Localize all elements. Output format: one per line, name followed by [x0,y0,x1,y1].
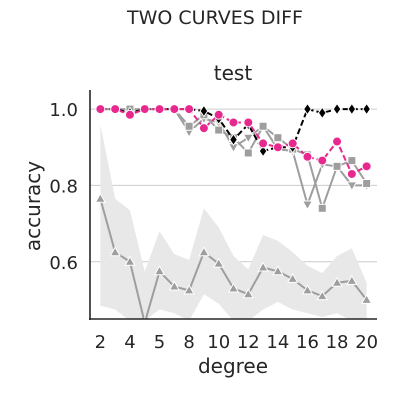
data-point [258,138,269,149]
data-point [243,117,254,128]
data-point [287,138,298,149]
data-point [168,280,180,291]
x-axis-label: degree [198,354,268,378]
data-point [303,102,312,116]
x-tick-label: 18 [326,332,349,353]
data-point [184,104,195,115]
confidence-bands [100,124,367,319]
data-point [346,168,357,179]
data-point [331,276,343,287]
data-point [229,133,238,146]
axes [89,90,377,320]
data-point [258,121,268,131]
data-point [213,109,224,120]
x-tick-label: 10 [207,332,230,353]
confidence-band [100,124,367,319]
data-point [183,284,195,295]
data-point [95,104,106,115]
x-tick-label: 8 [183,332,194,353]
data-point [242,133,254,144]
y-tick-label: 0.8 [49,176,78,197]
data-point [198,246,210,257]
data-point [184,121,194,131]
data-point [110,104,121,115]
series-lines [94,102,373,319]
y-tick-label: 0.6 [49,253,78,274]
data-point [272,265,284,276]
data-point [213,257,225,268]
data-point [347,156,357,166]
data-point [228,117,239,128]
data-point [169,104,180,115]
x-tick-label: 16 [296,332,319,353]
x-tick-label: 2 [95,332,106,353]
x-tick-label: 14 [266,332,289,353]
data-point [361,161,372,172]
x-tick-label: 12 [237,332,260,353]
data-point [258,144,268,158]
chart-suptitle: TWO CURVES DIFF [126,7,303,29]
tick-labels: 0.6 0.8 1.0 2 4 5 8 10 12 14 16 18 20 [49,100,378,353]
data-point [153,265,166,276]
data-point [360,293,373,304]
x-tick-label: 4 [124,332,135,353]
data-point [317,106,327,120]
x-tick-label: 5 [154,332,165,353]
data-point [317,155,328,166]
data-point [346,274,358,285]
series-4 [95,104,372,179]
y-tick-label: 1.0 [49,100,78,121]
y-axis-label: accuracy [21,161,45,251]
x-tick-label: 20 [355,332,378,353]
data-point [301,200,314,211]
data-point [332,102,342,116]
data-point [316,290,328,301]
data-point [243,148,253,158]
data-point [272,142,283,153]
chart-title: test [214,61,253,85]
data-point [317,203,327,213]
data-point [302,151,313,162]
data-point [347,102,357,116]
data-point [139,104,150,115]
series-0 [94,192,373,319]
data-point [257,261,269,272]
data-point [362,179,372,189]
data-point [227,282,240,293]
data-point [154,104,165,115]
data-point [362,102,372,116]
data-point [198,123,209,134]
data-point [109,246,121,257]
data-point [346,181,358,192]
data-point [301,284,314,295]
data-point [287,272,299,283]
data-point [199,104,209,118]
data-point [332,161,342,171]
data-point [124,109,135,120]
data-point [332,136,343,147]
data-point [214,125,224,135]
data-point [94,192,107,203]
data-point [124,255,136,266]
data-point [273,133,283,143]
data-point [242,288,254,299]
